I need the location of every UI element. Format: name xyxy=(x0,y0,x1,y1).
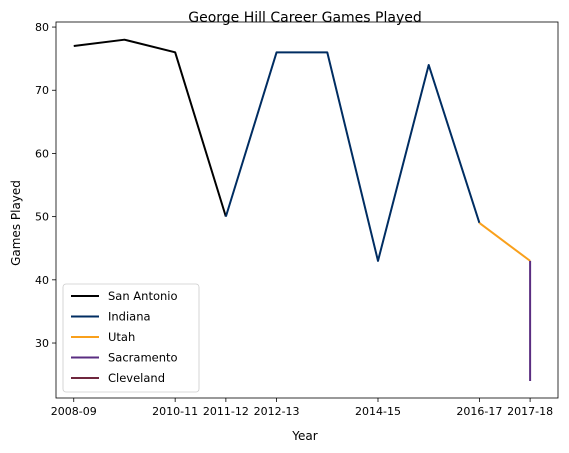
x-tick-label: 2014-15 xyxy=(355,405,401,418)
series-line-0 xyxy=(73,38,227,217)
y-tick-label: 80 xyxy=(35,21,49,34)
y-tick-label: 40 xyxy=(35,274,49,287)
series-line-1 xyxy=(224,51,481,262)
y-tick-label: 70 xyxy=(35,84,49,97)
chart-title: George Hill Career Games Played xyxy=(188,10,422,26)
plot-area-frame xyxy=(55,21,559,399)
legend-label: San Antonio xyxy=(108,289,178,303)
y-axis: 30 40 50 60 70 80 xyxy=(35,21,56,350)
series-line-2 xyxy=(478,222,531,262)
legend-label: Utah xyxy=(108,330,135,344)
x-tick-label: 2011-12 xyxy=(203,405,249,418)
x-axis: 2008-09 2010-11 2011-12 2012-13 2014-15 2016-… xyxy=(51,398,553,418)
y-tick-label: 60 xyxy=(35,147,49,160)
x-tick-label: 2016-17 xyxy=(456,405,502,418)
legend: San Antonio Indiana Utah Sacramento Clevelan… xyxy=(62,283,200,393)
legend-label: Indiana xyxy=(108,310,151,324)
y-axis-label: Games Played xyxy=(9,180,23,266)
x-tick-label: 2012-13 xyxy=(254,405,300,418)
legend-label: Cleveland xyxy=(108,371,165,385)
x-tick-label: 2010-11 xyxy=(152,405,198,418)
x-axis-label: Year xyxy=(291,429,317,443)
legend-label: Sacramento xyxy=(108,351,178,365)
legend-box xyxy=(62,283,200,393)
y-tick-label: 50 xyxy=(35,211,49,224)
series-lines xyxy=(73,38,532,381)
y-tick-label: 30 xyxy=(35,337,49,350)
x-tick-label: 2008-09 xyxy=(51,405,97,418)
x-tick-label: 2017-18 xyxy=(507,405,553,418)
